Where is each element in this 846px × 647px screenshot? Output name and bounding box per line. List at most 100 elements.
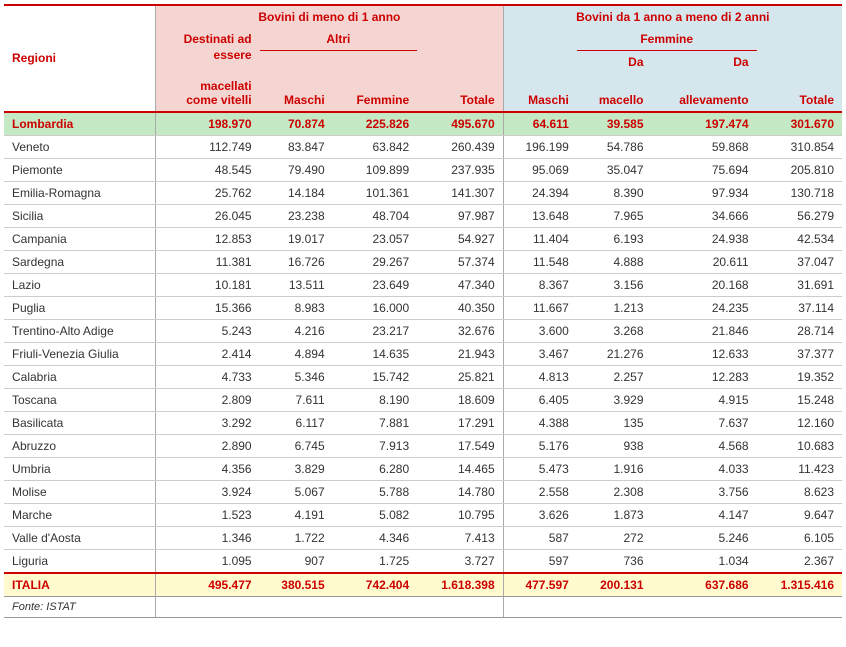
col-head-da-allev-bot: allevamento: [652, 75, 757, 112]
total-label: ITALIA: [4, 573, 156, 597]
cell-b1: 95.069: [503, 158, 577, 181]
cell-b2: 35.047: [577, 158, 652, 181]
cell-b2: 1.873: [577, 503, 652, 526]
col-head-totale-b: Totale: [757, 28, 842, 112]
sub-header-femmine: Femmine: [577, 28, 757, 51]
cell-b4: 42.534: [757, 227, 842, 250]
total-row: ITALIA 495.477 380.515 742.404 1.618.398…: [4, 573, 842, 597]
cell-b4: 2.367: [757, 549, 842, 573]
cell-b1: 8.367: [503, 273, 577, 296]
cell-a1: 4.356: [156, 457, 260, 480]
total-a2: 380.515: [260, 573, 333, 597]
col-head-destinati-bot: macellaticome vitelli: [156, 75, 260, 112]
col-head-totale-a: Totale: [417, 28, 503, 112]
table-row: Basilicata3.2926.1177.88117.2914.3881357…: [4, 411, 842, 434]
cell-b3: 12.633: [652, 342, 757, 365]
cell-b1: 3.626: [503, 503, 577, 526]
cell-b3: 20.168: [652, 273, 757, 296]
cell-a2: 13.511: [260, 273, 333, 296]
table-row: Lazio10.18113.51123.64947.3408.3673.1562…: [4, 273, 842, 296]
cell-b4: 56.279: [757, 204, 842, 227]
cell-b2: 2.308: [577, 480, 652, 503]
cell-region: Abruzzo: [4, 434, 156, 457]
footnote: Fonte: ISTAT: [4, 596, 156, 617]
cell-b3: 4.568: [652, 434, 757, 457]
cell-b1: 11.667: [503, 296, 577, 319]
cell-a1: 112.749: [156, 135, 260, 158]
cell-b1: 3.600: [503, 319, 577, 342]
col-head-da-macello-bot: macello: [577, 75, 652, 112]
cell-a4: 237.935: [417, 158, 503, 181]
cell-a4: 57.374: [417, 250, 503, 273]
cell-a3: 5.788: [333, 480, 418, 503]
table-row: Piemonte48.54579.490109.899237.93595.069…: [4, 158, 842, 181]
table-row: Liguria1.0959071.7253.7275977361.0342.36…: [4, 549, 842, 573]
cell-a1: 1.346: [156, 526, 260, 549]
cell-a4: 17.549: [417, 434, 503, 457]
cell-a4: 21.943: [417, 342, 503, 365]
cell-a4: 495.670: [417, 112, 503, 136]
cell-a3: 23.649: [333, 273, 418, 296]
cell-b4: 37.047: [757, 250, 842, 273]
cell-a3: 29.267: [333, 250, 418, 273]
cell-b4: 301.670: [757, 112, 842, 136]
cell-b2: 938: [577, 434, 652, 457]
cell-region: Valle d'Aosta: [4, 526, 156, 549]
total-b4: 1.315.416: [757, 573, 842, 597]
cell-a1: 198.970: [156, 112, 260, 136]
cell-a2: 4.894: [260, 342, 333, 365]
cell-b3: 12.283: [652, 365, 757, 388]
cell-a2: 1.722: [260, 526, 333, 549]
cell-b4: 37.114: [757, 296, 842, 319]
cell-a4: 47.340: [417, 273, 503, 296]
cell-a4: 32.676: [417, 319, 503, 342]
cell-a4: 40.350: [417, 296, 503, 319]
cell-a3: 15.742: [333, 365, 418, 388]
cell-a1: 5.243: [156, 319, 260, 342]
cell-b3: 34.666: [652, 204, 757, 227]
cell-b2: 4.888: [577, 250, 652, 273]
cell-a1: 10.181: [156, 273, 260, 296]
cell-b1: 4.388: [503, 411, 577, 434]
cell-region: Lazio: [4, 273, 156, 296]
cell-b4: 9.647: [757, 503, 842, 526]
col-head-da-macello-top: Da: [577, 51, 652, 75]
cell-b3: 59.868: [652, 135, 757, 158]
cell-region: Puglia: [4, 296, 156, 319]
col-head-destinati-top: Destinati adessere: [156, 28, 260, 75]
cell-a3: 6.280: [333, 457, 418, 480]
cell-a1: 25.762: [156, 181, 260, 204]
table-row: Puglia15.3668.98316.00040.35011.6671.213…: [4, 296, 842, 319]
cell-b3: 75.694: [652, 158, 757, 181]
cell-b4: 37.377: [757, 342, 842, 365]
cell-a2: 16.726: [260, 250, 333, 273]
cell-b2: 3.268: [577, 319, 652, 342]
cell-b2: 7.965: [577, 204, 652, 227]
cell-b4: 19.352: [757, 365, 842, 388]
cell-a2: 3.829: [260, 457, 333, 480]
cell-b1: 3.467: [503, 342, 577, 365]
cell-a3: 63.842: [333, 135, 418, 158]
cell-a3: 8.190: [333, 388, 418, 411]
table-row: Calabria4.7335.34615.74225.8214.8132.257…: [4, 365, 842, 388]
table-row: Marche1.5234.1915.08210.7953.6261.8734.1…: [4, 503, 842, 526]
cell-a2: 4.216: [260, 319, 333, 342]
cell-region: Marche: [4, 503, 156, 526]
cell-a3: 16.000: [333, 296, 418, 319]
cell-a1: 26.045: [156, 204, 260, 227]
cell-a1: 2.414: [156, 342, 260, 365]
cell-b1: 6.405: [503, 388, 577, 411]
cell-b3: 20.611: [652, 250, 757, 273]
total-b1: 477.597: [503, 573, 577, 597]
cell-a4: 10.795: [417, 503, 503, 526]
cell-region: Sardegna: [4, 250, 156, 273]
table-row: Umbria4.3563.8296.28014.4655.4731.9164.0…: [4, 457, 842, 480]
total-a4: 1.618.398: [417, 573, 503, 597]
cell-a4: 260.439: [417, 135, 503, 158]
cell-a1: 48.545: [156, 158, 260, 181]
cell-a2: 907: [260, 549, 333, 573]
cell-b2: 736: [577, 549, 652, 573]
col-head-maschi-b: Maschi: [503, 28, 577, 112]
cell-a2: 19.017: [260, 227, 333, 250]
cell-a3: 23.217: [333, 319, 418, 342]
